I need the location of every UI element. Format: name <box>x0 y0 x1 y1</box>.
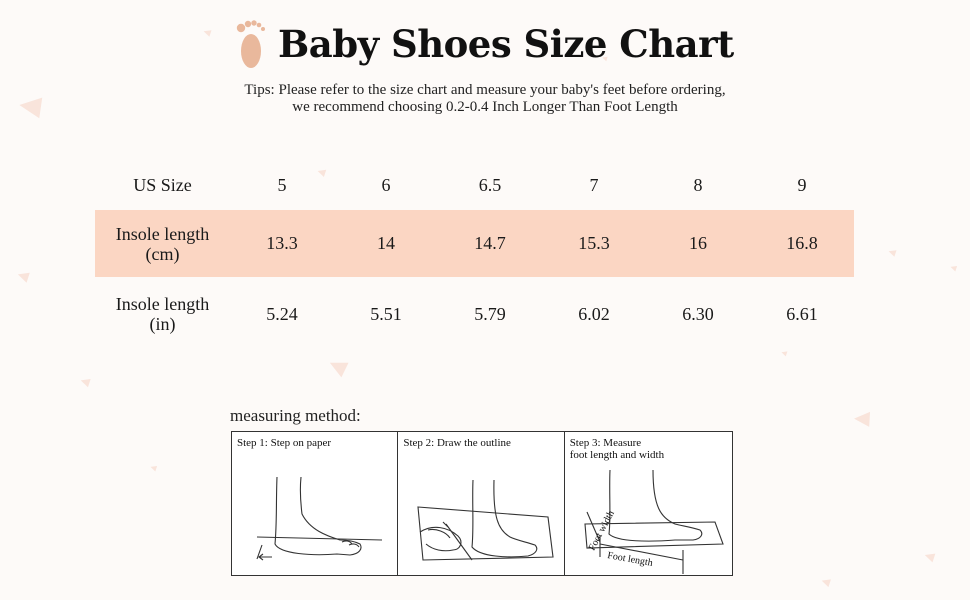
baby-foot-icon <box>236 20 265 68</box>
measuring-steps: Step 1: Step on paper Step 2: Draw the o… <box>231 431 733 576</box>
tips-text: Tips: Please refer to the size chart and… <box>0 82 970 116</box>
in-cell: 6.30 <box>682 303 714 324</box>
draw-outline-illustration <box>417 479 554 561</box>
insole-cm-label-line1: Insole length <box>115 223 210 244</box>
size-cell: 7 <box>589 174 599 195</box>
insole-in-row: Insole length (in) 5.24 5.51 5.79 6.02 6… <box>95 277 854 351</box>
step-1-panel: Step 1: Step on paper <box>232 432 399 575</box>
size-cell: 6.5 <box>478 174 502 195</box>
step-1-caption: Step 1: Step on paper <box>237 437 332 449</box>
size-cell: 9 <box>797 174 807 195</box>
in-cell: 6.61 <box>786 303 818 324</box>
size-cell: 5 <box>277 174 287 195</box>
in-cell: 5.79 <box>474 303 506 324</box>
step-on-paper-illustration <box>256 476 383 561</box>
step-3-caption-line1: Step 3: Measure <box>569 437 642 449</box>
measuring-method-label: measuring method: <box>230 406 361 425</box>
insole-cm-label-line2: (cm) <box>145 243 180 264</box>
us-size-label: US Size <box>133 175 192 195</box>
measure-foot-illustration: Foot width Foot length <box>584 469 724 574</box>
insole-in-label-line1: Insole length <box>115 294 210 314</box>
size-chart-table: US Size 5 6 6.5 7 8 9 Insole length (cm)… <box>95 160 854 351</box>
cm-cell: 13.3 <box>230 210 334 277</box>
size-cell: 8 <box>693 174 703 195</box>
us-size-row: US Size 5 6 6.5 7 8 9 <box>95 160 854 210</box>
in-cell: 5.51 <box>370 303 402 324</box>
step-3-caption-line2: foot length and width <box>569 449 665 461</box>
step-3-panel: Step 3: Measure foot length and width Fo… <box>565 432 732 575</box>
insole-cm-row: Insole length (cm) 13.3 14 14.7 15.3 16 … <box>95 210 854 277</box>
insole-in-label: Insole length (in) <box>95 277 230 351</box>
insole-in-label-line2: (in) <box>149 314 176 334</box>
insole-cm-label: Insole length (cm) <box>95 210 230 277</box>
in-cell: 6.02 <box>578 303 610 324</box>
step-2-panel: Step 2: Draw the outline <box>398 432 565 575</box>
page-title: Baby Shoes Size Chart <box>278 22 734 66</box>
title-row: Baby Shoes Size Chart <box>232 18 734 70</box>
cm-cell: 14 <box>334 210 438 277</box>
tips-line-1: Tips: Please refer to the size chart and… <box>244 82 726 98</box>
cm-cell: 14.7 <box>438 210 542 277</box>
cm-cell: 16.8 <box>750 210 854 277</box>
size-cell: 6 <box>381 174 391 195</box>
step-3-caption: Step 3: Measure foot length and width <box>570 437 664 461</box>
cm-cell: 16 <box>646 210 750 277</box>
step-2-caption: Step 2: Draw the outline <box>403 437 511 449</box>
tips-line-2: we recommend choosing 0.2-0.4 Inch Longe… <box>292 99 678 115</box>
cm-cell: 15.3 <box>542 210 646 277</box>
in-cell: 5.24 <box>266 303 298 324</box>
